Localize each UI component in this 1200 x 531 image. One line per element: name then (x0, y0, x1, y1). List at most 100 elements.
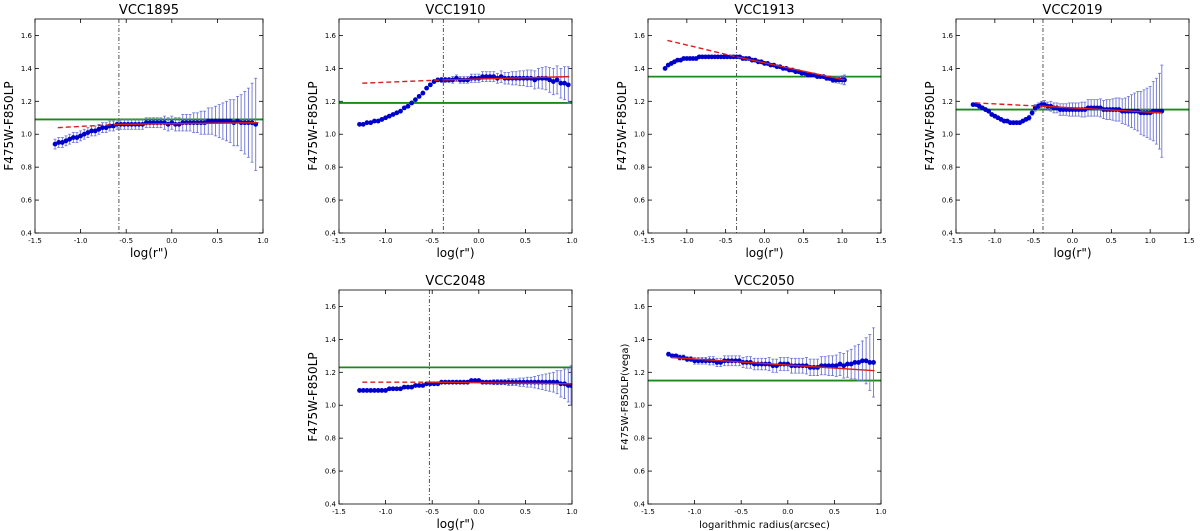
data-point (550, 79, 556, 84)
data-point (67, 136, 73, 142)
data-point (841, 363, 847, 369)
data-point (63, 138, 69, 144)
x-tick-label: 0.0 (473, 237, 484, 245)
data-point (476, 378, 482, 383)
data-point (364, 120, 370, 126)
y-tick-label: 1.4 (634, 65, 646, 73)
data-point (427, 82, 433, 88)
data-point (986, 108, 992, 114)
y-axis-label: F475W-F850LP (615, 81, 629, 170)
data-point (386, 386, 392, 392)
x-tick-label: 0.5 (212, 237, 223, 245)
data-point (372, 118, 377, 124)
data-point (375, 388, 381, 393)
y-tick-label: 0.4 (325, 501, 337, 509)
data-point (401, 105, 407, 111)
data-point (70, 135, 76, 140)
y-tick-label: 1.2 (942, 98, 953, 106)
data-point (383, 388, 388, 393)
data-point (558, 80, 564, 86)
data-point (379, 388, 385, 393)
x-axis-label: log(r") (130, 246, 168, 260)
fit-line-dashed (975, 102, 1044, 107)
data-point (401, 384, 407, 390)
data-point (394, 386, 400, 392)
x-tick-label: 1.0 (1145, 237, 1156, 245)
fit-line-solid (429, 381, 572, 385)
y-tick-label: 0.8 (634, 435, 645, 443)
data-point (487, 74, 493, 80)
y-tick-label: 0.8 (21, 164, 32, 172)
data-point (416, 383, 422, 388)
plot-area (956, 19, 1189, 233)
y-tick-label: 1.6 (325, 32, 337, 40)
data-point (372, 388, 377, 393)
x-tick-label: -1.5 (28, 237, 42, 245)
y-axis-label: F475W-F850LP (306, 81, 320, 170)
y-tick-label: 1.0 (325, 402, 336, 410)
data-point (1029, 110, 1035, 116)
y-tick-label: 1.6 (21, 32, 33, 40)
data-point (662, 65, 668, 71)
x-tick-label: 0.5 (520, 508, 531, 516)
chart-panel-VCC1913: VCC1913 -1.5 -1.0 -0.5 0.0 0.5 1.0 1.5 0.4 0.6 0.8… (615, 3, 887, 260)
data-point (81, 131, 87, 137)
x-tick-label: -0.5 (719, 237, 733, 245)
y-tick-label: 1.0 (634, 131, 645, 139)
fit-line-dashed (667, 39, 737, 58)
x-tick-label: 1.0 (257, 237, 268, 245)
data-point (383, 115, 388, 121)
x-tick-label: -0.5 (425, 237, 439, 245)
y-tick-label: 0.4 (634, 501, 646, 509)
x-tick-label: 1.5 (1183, 237, 1194, 245)
plot-frame (647, 289, 882, 505)
y-tick-label: 0.6 (21, 197, 33, 205)
x-tick-label: -0.5 (1027, 237, 1041, 245)
data-point (424, 85, 430, 91)
x-axis-label: log(r") (745, 246, 783, 260)
y-tick-label: 1.2 (325, 98, 336, 106)
data-point (830, 363, 835, 369)
y-tick-label: 0.8 (942, 164, 953, 172)
data-point (1026, 115, 1032, 121)
chart-panel-VCC2019: VCC2019 -1.5 -1.0 -0.5 0.0 0.5 1.0 1.5 0.4 0.6 0.8… (923, 3, 1195, 260)
plot-area (339, 19, 572, 233)
data-point (420, 383, 426, 388)
y-tick-label: 1.4 (325, 336, 337, 344)
x-tick-label: -1.0 (379, 237, 393, 245)
y-tick-label: 1.4 (942, 65, 954, 73)
data-point (413, 383, 418, 388)
y-tick-label: 1.2 (325, 369, 336, 377)
y-tick-label: 1.6 (634, 32, 646, 40)
x-tick-label: 1.5 (875, 237, 886, 245)
data-point (405, 384, 411, 390)
y-axis-label: F475W-F850LP(vega) (620, 344, 631, 451)
x-tick-label: 0.5 (829, 508, 840, 516)
fit-line-solid (1042, 105, 1162, 114)
x-axis-label: log(r") (436, 246, 474, 260)
data-point (364, 388, 370, 393)
x-axis-label: log(r") (1053, 246, 1091, 260)
data-point (856, 360, 862, 365)
plot-frame (338, 18, 573, 234)
y-tick-label: 1.2 (634, 369, 645, 377)
chart-title: VCC1895 (119, 3, 179, 18)
data-point (59, 140, 65, 145)
plot-area (648, 327, 881, 398)
data-point (390, 112, 396, 117)
data-point (863, 358, 869, 364)
data-point (416, 93, 422, 99)
y-tick-label: 1.4 (634, 336, 646, 344)
data-point (390, 386, 396, 392)
data-point (420, 90, 426, 96)
data-point (837, 361, 843, 367)
fit-line-dashed (57, 123, 119, 129)
y-tick-label: 1.2 (21, 98, 32, 106)
fit-line-solid (736, 56, 845, 81)
plot-frame (647, 18, 882, 234)
x-tick-label: -1.5 (641, 237, 655, 245)
x-tick-label: -0.5 (734, 508, 748, 516)
data-point (491, 74, 497, 80)
y-tick-label: 0.4 (325, 230, 337, 238)
